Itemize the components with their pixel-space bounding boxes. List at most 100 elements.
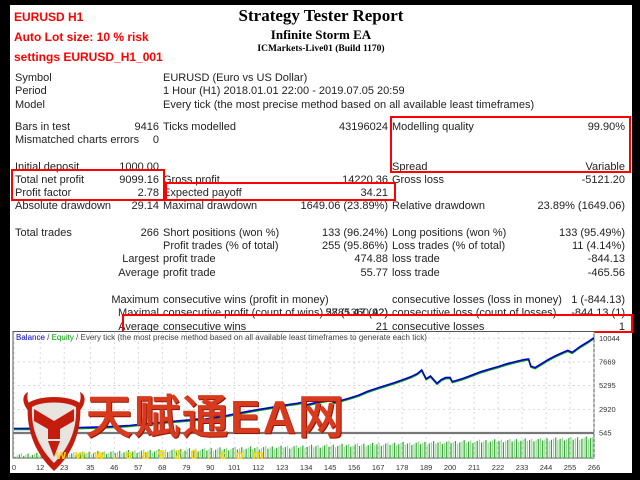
lot-size-bar (313, 447, 315, 458)
y-axis-tick-label: 5295 (599, 381, 616, 390)
x-axis-tick-label: 145 (324, 463, 337, 472)
lot-size-bar (34, 453, 36, 458)
report-content: Strategy Tester Report Infinite Storm EA… (10, 5, 633, 473)
cell-value: 99.90% (587, 120, 625, 133)
balance-line (13, 337, 595, 430)
table-row: Period 1 Hour (H1) 2018.01.01 22:00 - 201… (10, 85, 632, 98)
lot-size-bar (387, 442, 389, 458)
x-axis-tick-label: 178 (396, 463, 409, 472)
lot-size-bar (206, 450, 208, 458)
col-group-2 (163, 161, 388, 174)
lot-size-bar (411, 444, 413, 458)
lot-size-bar (262, 447, 265, 458)
x-axis-tick-label: 222 (492, 463, 505, 472)
lot-size-bar (103, 451, 105, 458)
cell-label: consecutive losses (392, 320, 485, 333)
lot-size-bar (507, 439, 509, 458)
col-group-2: consecutive wins (profit in money) 57 (13… (163, 294, 388, 319)
report-table: Symbol EURUSD (Euro vs US Dollar) Period 1 … (10, 5, 632, 335)
table-row: Maximum consecutive wins (profit in money… (10, 294, 632, 319)
lot-size-bar (579, 440, 581, 458)
lot-size-bar (114, 453, 116, 458)
cell-value: 1 (-844.13) (571, 293, 625, 306)
lot-size-bar (528, 439, 531, 458)
col-group-1: Average (15, 321, 159, 334)
lot-size-bar (236, 449, 239, 458)
x-axis-tick-label: 23 (60, 463, 68, 472)
cell-label: Symbol (15, 72, 52, 84)
lot-size-bar (81, 451, 84, 458)
cell-value: 133 (95.49%) (558, 226, 625, 239)
lot-size-bar (84, 454, 86, 458)
cell-label: Loss trades (% of total) (392, 240, 506, 252)
lot-size-bar (367, 445, 369, 458)
lot-size-bar (426, 444, 428, 458)
lot-size-bar (79, 452, 82, 458)
highlight-box-modelling-quality (390, 116, 631, 173)
lot-size-bar (280, 445, 282, 458)
lot-size-bar (62, 454, 64, 458)
cell-label: Short positions (won %) (163, 226, 280, 239)
test-settings-note: EURUSD H1 Auto Lot size: 10 % risk setti… (14, 7, 163, 67)
lot-size-bar (439, 441, 441, 458)
lot-size-bar (402, 441, 404, 458)
lot-size-bar (58, 452, 60, 458)
lot-size-bar (31, 455, 34, 458)
lot-size-bar (99, 453, 101, 458)
lot-size-bar (483, 441, 485, 458)
lot-size-bar (430, 442, 433, 458)
cell-value: -465.56 (587, 266, 625, 279)
col-group-2: consecutive wins 21 (163, 321, 388, 334)
lot-size-bar (518, 441, 520, 458)
settings-label: settings EURUSD_H1_001 (14, 50, 163, 64)
lot-size-bar (496, 441, 498, 458)
lot-size-bar (502, 442, 505, 458)
lot-size-bar (395, 445, 398, 458)
col-group-1: Largest (15, 253, 159, 266)
lot-size-bar (241, 447, 243, 458)
cell-value: 34.21 (360, 187, 388, 200)
lot-size-bar (177, 450, 180, 458)
lot-size-bar (389, 445, 391, 458)
lot-size-bar (457, 443, 459, 458)
lot-size-bar (324, 445, 326, 458)
lot-size-bar (409, 442, 411, 458)
lot-size-bar (129, 452, 132, 458)
lot-size-bar (452, 442, 454, 458)
col-group-1: Symbol (15, 72, 159, 85)
x-axis-tick-label: 244 (540, 463, 553, 472)
cell-value: 11 (4.14%) (572, 240, 625, 252)
table-row: Bars in test 9416 Ticks modelled 43196024 Mo… (10, 121, 632, 134)
lot-size-bar (195, 448, 197, 458)
cell-label: Profit trades (% of total) (163, 240, 279, 252)
cell-label: Expected payoff (163, 187, 242, 200)
lot-size-bar (478, 439, 481, 458)
col-group-3: Spread Variable (392, 161, 625, 174)
lot-size-bar (481, 442, 483, 458)
lot-size-bar (136, 453, 138, 458)
x-axis-tick-label: 134 (300, 463, 313, 472)
lot-size-bar (66, 451, 68, 458)
cell-label: loss trade (392, 253, 440, 266)
y-axis-tick-label: 2920 (599, 405, 616, 414)
lot-size-bar (363, 443, 365, 458)
page-title: Strategy Tester Report (238, 6, 404, 25)
lot-size-bar (105, 453, 108, 458)
x-axis-tick-label: 112 (252, 463, 264, 472)
lot-size-bar (23, 455, 25, 458)
cell-label: consecutive profit (count of wins) (163, 307, 324, 320)
col-group-3: loss trade -465.56 (392, 267, 625, 280)
lot-size-bar (459, 442, 461, 458)
col-group-1: Period (15, 85, 159, 98)
x-axis-tick-label: 79 (182, 463, 190, 472)
col-group-1: Bars in test 9416 (15, 121, 159, 134)
lot-size-bar (153, 451, 156, 458)
cell-value: 0 (152, 134, 159, 147)
lot-size-bar (273, 449, 276, 458)
col-group-3: consecutive losses (loss in money) 1 (-84… (392, 294, 625, 307)
lot-size-bar (568, 438, 570, 458)
lot-size-bar (284, 447, 286, 458)
cell-label: consecutive losses (loss in money) (392, 293, 562, 306)
lot-size-bar (500, 439, 502, 458)
cell-label: Absolute drawdown (15, 200, 112, 213)
